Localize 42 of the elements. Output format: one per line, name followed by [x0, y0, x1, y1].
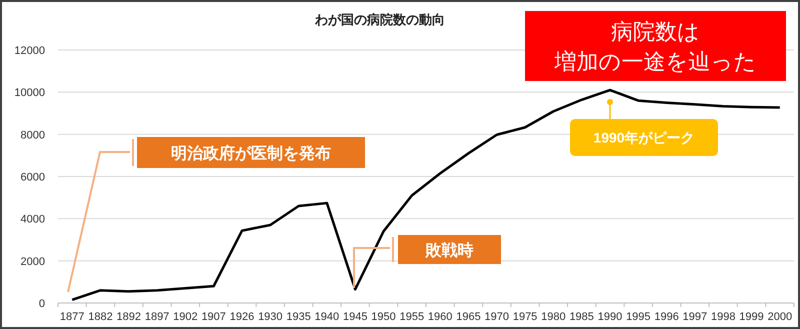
y-tick-label: 12000 [14, 45, 45, 57]
annotation: 病院数は増加の一途を辿った [554, 19, 756, 74]
y-tick-label: 4000 [20, 214, 45, 226]
x-tick-label: 1950 [371, 311, 396, 323]
x-tick-label: 1935 [286, 311, 311, 323]
x-tick-label: 2000 [768, 311, 792, 323]
x-tick-label: 1970 [484, 311, 510, 323]
x-tick-label: 1980 [541, 311, 566, 323]
x-tick-label: 1996 [654, 311, 679, 323]
x-tick-label: 1907 [201, 311, 226, 323]
annotation: 敗戦時 [353, 235, 501, 288]
x-tick-label: 1877 [60, 311, 84, 323]
x-tick-label: 1985 [569, 311, 594, 323]
title: わが国の病院数の動向 [315, 12, 445, 27]
x-tick-label: 1926 [230, 311, 254, 323]
x-tick-label: 1897 [144, 311, 170, 323]
x-tick-label: 1902 [173, 311, 198, 323]
x-tick-label: 1975 [512, 311, 538, 323]
annotation: 病院数は増加の一途を辿った [525, 11, 786, 81]
annotation: 明治政府が医制を発布 [67, 137, 365, 292]
annotation: 1990年がピーク [570, 99, 718, 156]
x-tick-label: 1998 [710, 311, 736, 323]
annotation: 敗戦時 [424, 241, 474, 260]
x-tick-label: 1990 [598, 311, 622, 323]
x-tick-label: 1960 [428, 311, 452, 323]
x-tick-label: 1945 [342, 311, 368, 323]
x-tick-label: 1965 [456, 311, 481, 323]
y-tick-label: 0 [38, 298, 45, 310]
y-tick-label: 2000 [20, 256, 45, 268]
x-tick-label: 1997 [682, 311, 708, 323]
x-tick-label: 1995 [626, 311, 651, 323]
y-tick-label: 10000 [14, 87, 45, 100]
annotation: 明治政府が医制を発布 [171, 143, 331, 162]
x-tick-label: 1940 [314, 311, 340, 323]
annotation: 1990年がピーク [593, 130, 695, 146]
y-tick-label: 6000 [20, 172, 45, 184]
x-tick-label: 1882 [88, 311, 113, 323]
y-tick-label: 8000 [20, 129, 45, 142]
x-tick-label: 1955 [400, 311, 424, 323]
x-tick-label: 1930 [258, 311, 283, 323]
x-tick-label: 1892 [116, 311, 142, 323]
x-tick-label: 1999 [739, 311, 764, 323]
